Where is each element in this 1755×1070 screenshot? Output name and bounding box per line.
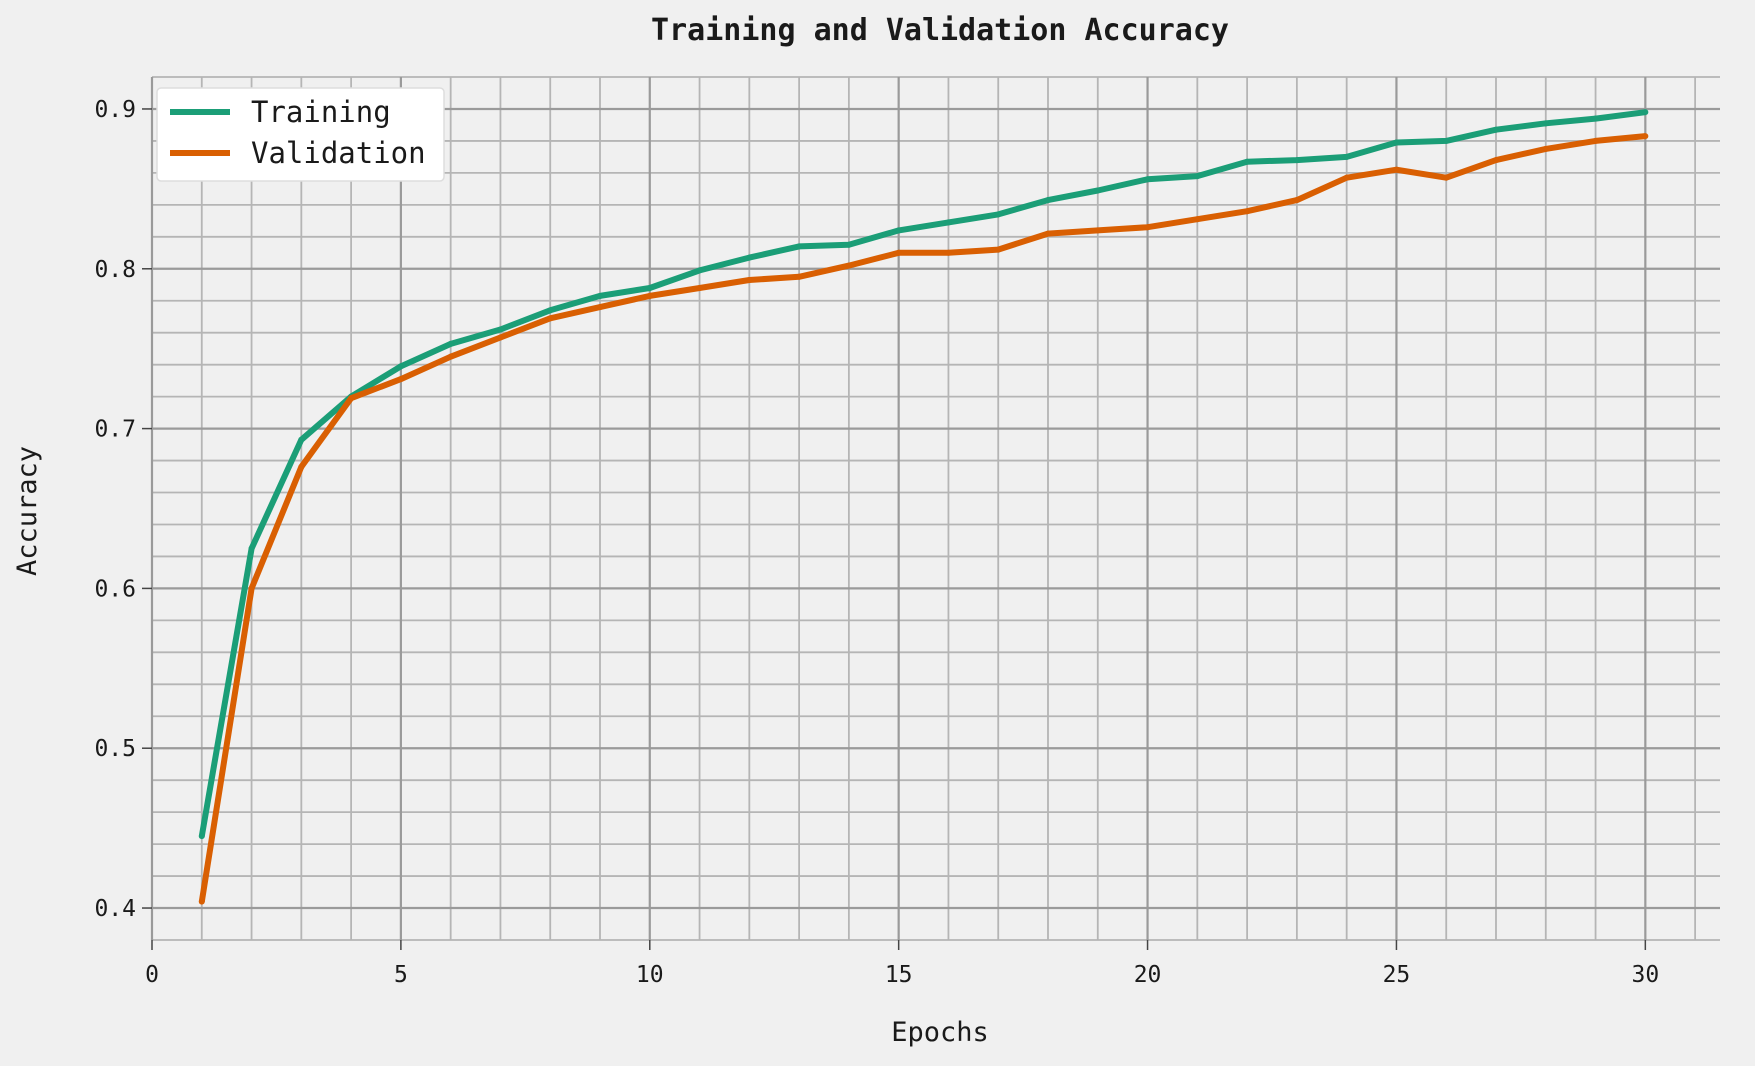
data-point-training (198, 833, 205, 840)
data-point-training (547, 307, 554, 314)
data-point-training (1144, 176, 1151, 183)
data-point-training (1443, 137, 1450, 144)
data-point-training (1194, 173, 1201, 180)
data-point-validation (348, 395, 355, 402)
y-tick-label: 0.7 (94, 417, 136, 443)
legend-label-validation: Validation (251, 136, 426, 170)
x-tick-label: 5 (394, 962, 408, 988)
data-point-validation (497, 334, 504, 341)
data-point-validation (1144, 224, 1151, 231)
series-line-training (198, 109, 1646, 837)
y-tick-label: 0.5 (94, 736, 136, 762)
x-tick-label: 20 (1134, 962, 1162, 988)
series-layer (198, 109, 1649, 905)
data-point-training (1642, 109, 1649, 116)
data-point-training (397, 363, 404, 370)
data-point-training (895, 227, 902, 234)
data-point-training (646, 284, 653, 291)
data-point-validation (397, 376, 404, 383)
legend-label-training: Training (251, 95, 391, 129)
data-point-training (1244, 158, 1251, 165)
legend: Training Validation (156, 87, 445, 182)
major-grid (150, 77, 1720, 940)
data-point-validation (597, 304, 603, 311)
chart-title: Training and Validation Accuracy (651, 13, 1229, 48)
data-point-validation (298, 463, 305, 470)
data-point-training (1592, 115, 1599, 122)
x-tick-label: 0 (145, 962, 159, 988)
data-point-training (497, 326, 504, 333)
series-line-validation (198, 133, 1646, 903)
y-tick-label: 0.9 (94, 97, 136, 123)
x-tick-label: 30 (1631, 962, 1659, 988)
data-point-validation (1592, 137, 1599, 144)
data-point-training (1493, 126, 1499, 133)
data-point-validation (1493, 157, 1499, 164)
data-point-validation (447, 353, 454, 360)
data-point-validation (895, 249, 902, 256)
data-point-training (1343, 153, 1350, 160)
data-point-training (1293, 157, 1300, 164)
data-point-validation (248, 585, 255, 592)
y-tick-label: 0.6 (94, 576, 136, 602)
axes: 0 5 10 15 20 25 30 0.4 0.5 0.6 0.7 0.8 0.9 (94, 97, 1659, 988)
x-tick-label: 10 (636, 962, 664, 988)
data-point-training (746, 254, 753, 261)
plot-area (152, 77, 1720, 940)
y-axis-label: Accuracy (12, 446, 43, 576)
data-point-validation (1045, 230, 1051, 237)
y-tick-label: 0.8 (94, 257, 136, 283)
y-tick-label: 0.4 (94, 896, 136, 922)
data-point-validation (696, 284, 703, 291)
data-point-validation (1393, 166, 1400, 173)
data-point-validation (796, 273, 803, 280)
data-point-training (1094, 187, 1101, 194)
data-point-training (1045, 197, 1051, 204)
data-point-validation (995, 246, 1002, 253)
data-point-validation (1642, 133, 1649, 140)
data-point-training (796, 243, 803, 250)
data-point-validation (1343, 174, 1350, 181)
x-tick-label: 25 (1383, 962, 1411, 988)
data-point-validation (547, 315, 554, 322)
data-point-validation (1443, 174, 1450, 181)
data-point-training (1393, 139, 1400, 146)
data-point-validation (1542, 145, 1549, 152)
data-point-validation (1293, 197, 1300, 204)
data-point-validation (1194, 216, 1201, 223)
data-point-validation (198, 898, 205, 905)
data-point-validation (646, 292, 653, 299)
data-point-training (597, 292, 603, 299)
data-point-validation (746, 276, 753, 283)
data-point-training (248, 545, 255, 552)
data-point-validation (945, 249, 952, 256)
data-point-training (995, 211, 1002, 218)
data-point-validation (845, 262, 852, 269)
data-point-training (945, 219, 952, 226)
x-axis-label: Epochs (891, 1017, 989, 1048)
data-point-validation (1244, 208, 1251, 215)
data-point-training (447, 340, 454, 347)
x-tick-label: 15 (885, 962, 913, 988)
data-point-training (696, 267, 703, 274)
data-point-validation (1094, 227, 1101, 234)
data-point-training (845, 241, 852, 248)
data-point-training (298, 436, 305, 443)
data-point-training (1542, 120, 1549, 127)
